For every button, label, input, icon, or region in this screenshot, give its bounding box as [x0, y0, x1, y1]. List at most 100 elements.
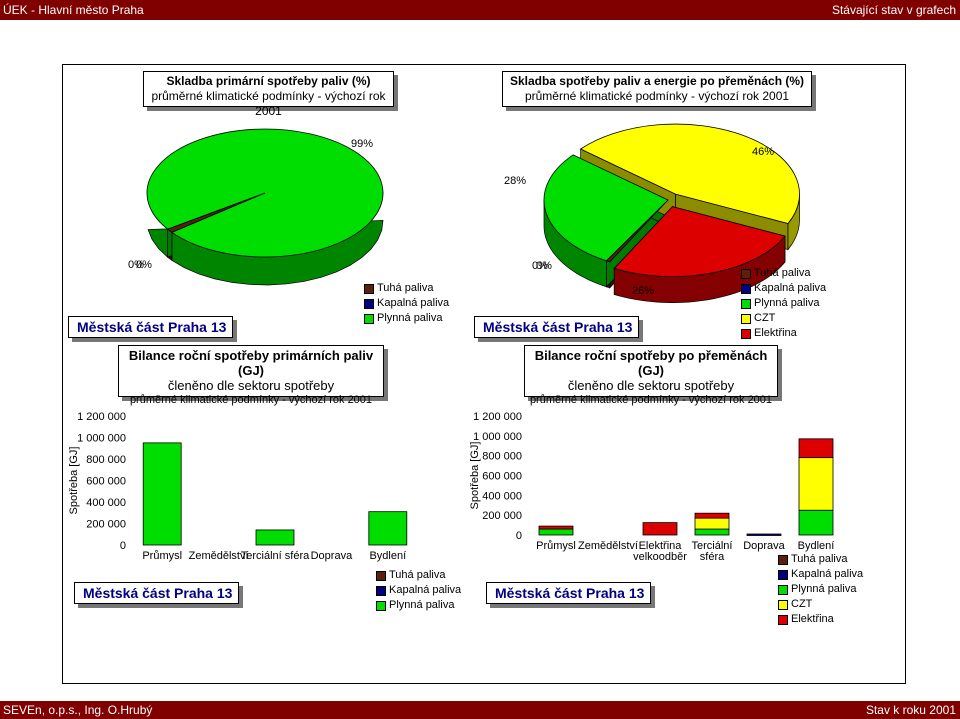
legend-item-kapalna: Kapalná paliva: [741, 281, 826, 296]
bar2-subtitle: členěno dle sektoru spotřeby: [567, 378, 735, 393]
legend-item-kapalna: Kapalná paliva: [364, 296, 449, 311]
bar1-ytick-label: 600 000: [86, 476, 126, 488]
bar2-ytick-label: 800 000: [482, 451, 522, 463]
bar2-ytick-label: 200 000: [482, 510, 522, 522]
bar2-title: Bilance roční spotřeby po přeměnách (GJ): [534, 348, 768, 378]
legend-item-kapalna: Kapalná paliva: [778, 567, 863, 582]
bar2-xtick-label: Elektřina: [639, 540, 683, 552]
bar2-xtick-label: Terciální: [692, 540, 733, 552]
bar1-ytick-label: 1 200 000: [77, 411, 126, 423]
bar2-ytick-label: 400 000: [482, 490, 522, 502]
bar2-bar-1: [746, 533, 782, 536]
bar1-subtitle: členěno dle sektoru spotřeby: [167, 378, 335, 393]
pie1-value-label: 99%: [351, 138, 373, 150]
bar1-legend: Tuhá paliva Kapalná paliva Plynná paliva: [376, 568, 461, 613]
pie2-slice-3: [579, 123, 800, 224]
pie1-title-box: Skladba primární spotřeby paliv (%) prům…: [143, 71, 394, 118]
footer-left-text: SEVEn, o.p.s., Ing. O.Hrubý: [3, 703, 153, 717]
pie1-title: Skladba primární spotřeby paliv (%): [166, 74, 371, 88]
bar2-bar-4: [538, 525, 574, 530]
bar2-bar-4: [642, 522, 678, 536]
bar2-xtick-label: sféra: [700, 551, 725, 563]
bar1-ytick-label: 800 000: [86, 454, 126, 466]
bar2-xtick-label: Bydlení: [798, 540, 835, 552]
bar1-note: průměrné klimatické podmínky - výchozí r…: [129, 394, 373, 406]
bar2-bar-2: [798, 509, 834, 536]
pie1-place-label: Městská část Praha 13: [68, 316, 234, 338]
legend-item-tuha: Tuhá paliva: [778, 552, 863, 567]
bar2-ytick-label: 0: [516, 530, 522, 542]
bar1-xtick-label: Doprava: [311, 550, 353, 562]
pie2-value-label: 28%: [504, 175, 526, 187]
header-right-text: Stávající stav v grafech: [831, 3, 956, 17]
bar1-bar-2: [368, 511, 408, 546]
bar1-xtick-label: Průmysl: [142, 550, 182, 562]
legend-item-kapalna: Kapalná paliva: [376, 583, 461, 598]
bar2-place-label: Městská část Praha 13: [486, 582, 652, 604]
bar1-ytick-label: 400 000: [86, 497, 126, 509]
pie1-value-label: 0%: [128, 259, 144, 271]
legend-item-plynna: Plynná paliva: [778, 582, 863, 597]
header-bar: ÚEK - Hlavní město Praha Stávající stav …: [0, 0, 960, 20]
pie2-subtitle: průměrné klimatické podmínky - výchozí r…: [524, 89, 790, 103]
legend-item-czt: CZT: [778, 597, 863, 612]
pie2-slice-4: [613, 206, 786, 278]
bar1-bar-2: [255, 529, 295, 546]
pie2-value-label: 46%: [752, 146, 774, 158]
bar2-bar-3: [798, 457, 834, 511]
pie2-title-box: Skladba spotřeby paliv a energie po přem…: [502, 71, 812, 107]
bar1-ylabel: Spotřeba [GJ]: [68, 447, 80, 515]
bar1-ytick-label: 200 000: [86, 519, 126, 531]
bar2-ylabel: Spotřeba [GJ]: [469, 442, 481, 510]
bar2-bar-4: [798, 438, 834, 459]
footer-bar: SEVEn, o.p.s., Ing. O.Hrubý Stav k roku …: [0, 701, 960, 719]
bar1-ytick-label: 1 000 000: [77, 433, 126, 445]
legend-item-tuha: Tuhá paliva: [364, 281, 449, 296]
pie2-value-label: 26%: [632, 285, 654, 297]
legend-item-plynna: Plynná paliva: [741, 296, 826, 311]
bar1-title-box: Bilance roční spotřeby primárních paliv …: [118, 345, 384, 406]
bar2-bar-4: [694, 512, 730, 519]
pie1-value-label: 0%: [136, 259, 152, 271]
bar1-place-label: Městská část Praha 13: [74, 582, 240, 604]
legend-item-elektrina: Elektřina: [778, 612, 863, 627]
pie2-slice-2: [543, 154, 669, 262]
bar1-xtick-label: Terciální sféra: [241, 550, 310, 562]
bar2-ytick-label: 600 000: [482, 471, 522, 483]
bar1-title: Bilance roční spotřeby primárních paliv …: [128, 348, 374, 378]
pie2-value-label: 0%: [536, 260, 552, 272]
bar2-title-box: Bilance roční spotřeby po přeměnách (GJ)…: [524, 345, 778, 406]
bar2-xtick-label: velkoodběr: [633, 551, 687, 563]
pie2-value-label: 0%: [532, 260, 548, 272]
bar1-xtick-label: Bydlení: [369, 550, 406, 562]
legend-item-tuha: Tuhá paliva: [376, 568, 461, 583]
pie2-legend: Tuhá paliva Kapalná paliva Plynná paliva…: [741, 266, 826, 341]
bar2-bar-2: [694, 528, 730, 536]
bar2-xtick-label: Průmysl: [536, 540, 576, 552]
bar2-ytick-label: 1 000 000: [473, 431, 522, 443]
pie1-slice-2: [146, 128, 384, 258]
legend-item-czt: CZT: [741, 311, 826, 326]
legend-item-tuha: Tuhá paliva: [741, 266, 826, 281]
charts-frame: [62, 64, 906, 684]
bar2-xtick-label: Zemědělství: [578, 540, 638, 552]
pie2-title: Skladba spotřeby paliv a energie po přem…: [509, 74, 805, 88]
bar2-note: průměrné klimatické podmínky - výchozí r…: [529, 394, 773, 406]
footer-right-text: Stav k roku 2001: [865, 703, 956, 717]
bar2-ytick-label: 1 200 000: [473, 411, 522, 423]
legend-item-plynna: Plynná paliva: [376, 598, 461, 613]
pie1-subtitle: průměrné klimatické podmínky - výchozí r…: [151, 89, 386, 118]
bar2-bar-3: [694, 517, 730, 530]
pie2-place-label: Městská část Praha 13: [474, 316, 640, 338]
header-left-text: ÚEK - Hlavní město Praha: [3, 3, 144, 17]
bar2-xtick-label: Doprava: [743, 540, 785, 552]
bar2-bar-2: [538, 528, 574, 536]
legend-item-plynna: Plynná paliva: [364, 311, 449, 326]
pie1-legend: Tuhá paliva Kapalná paliva Plynná paliva: [364, 281, 449, 326]
legend-item-elektrina: Elektřina: [741, 326, 826, 341]
bar1-xtick-label: Zemědělství: [189, 550, 249, 562]
bar2-legend: Tuhá paliva Kapalná paliva Plynná paliva…: [778, 552, 863, 627]
bar1-ytick-label: 0: [120, 540, 126, 552]
bar1-bar-2: [142, 442, 182, 546]
